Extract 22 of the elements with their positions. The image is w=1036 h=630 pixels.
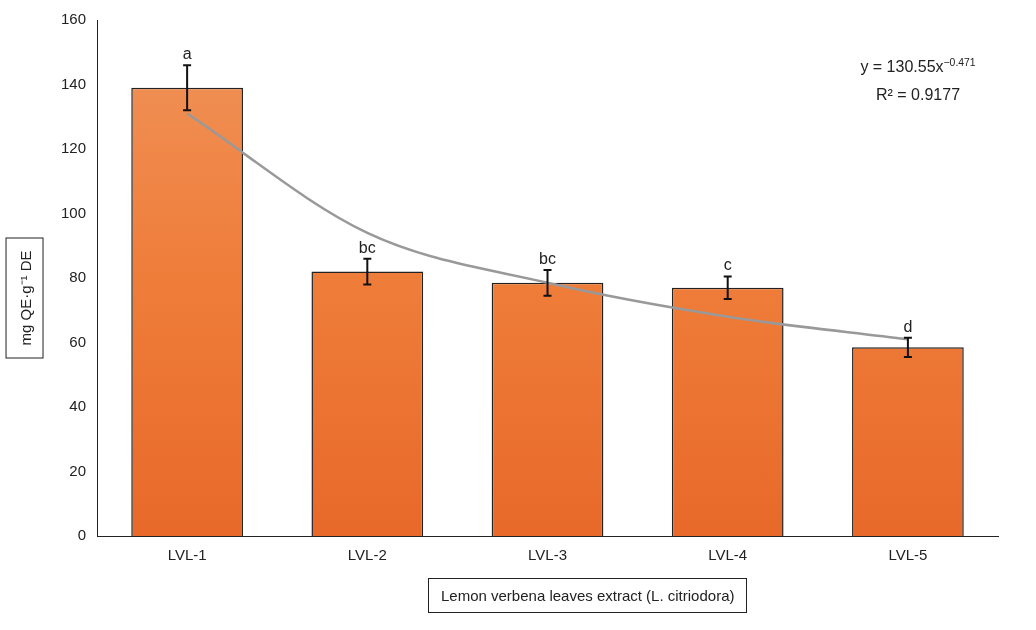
annotation: R² = 0.9177 [875, 86, 961, 103]
y-tick-label: 40 [69, 397, 87, 415]
x-tick-label: LVL-4 [708, 546, 748, 564]
x-tick-label: LVL-1 [167, 546, 207, 564]
y-axis-title: mg QE·g⁻¹ DE [5, 237, 44, 359]
annotation: c [723, 256, 732, 274]
y-tick-label: 100 [61, 203, 87, 221]
y-tick-label: 60 [69, 332, 87, 350]
x-tick-label: LVL-5 [888, 546, 928, 564]
annotation: bc [539, 249, 556, 267]
y-tick-label: 20 [69, 461, 87, 479]
annotation: d [903, 317, 913, 335]
y-tick-label: 160 [61, 10, 87, 28]
y-tick-label: 140 [61, 74, 87, 92]
y-tick-label: 120 [61, 139, 87, 157]
x-axis-title: Lemon verbena leaves extract (L. citriodora) [428, 578, 748, 613]
y-tick-label: 0 [77, 526, 87, 544]
y-tick-label: 80 [69, 268, 87, 286]
x-tick-label: LVL-2 [347, 546, 387, 564]
x-tick-label: LVL-3 [528, 546, 567, 564]
annotation: a [182, 45, 192, 63]
annotation: bc [358, 238, 376, 256]
